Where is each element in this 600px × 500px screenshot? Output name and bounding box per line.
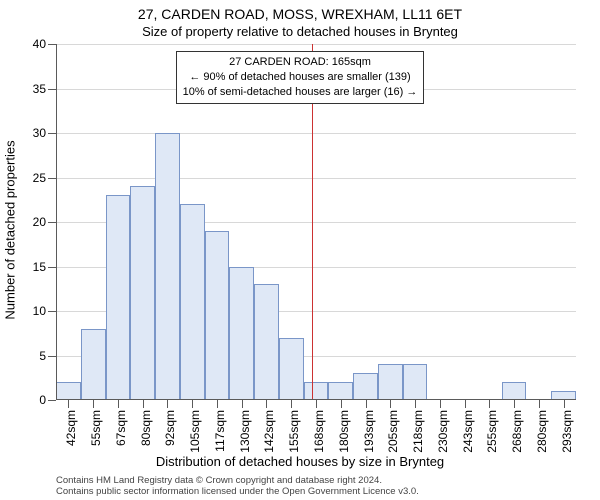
x-tick-label: 155sqm <box>287 410 301 453</box>
bar <box>353 373 378 400</box>
bar <box>403 364 428 400</box>
x-tick <box>192 400 193 408</box>
bar <box>205 231 230 400</box>
x-tick-label: 55sqm <box>89 410 103 446</box>
y-tick <box>48 133 56 134</box>
chart-title-sub: Size of property relative to detached ho… <box>0 24 600 39</box>
x-tick <box>217 400 218 408</box>
annotation-box: 27 CARDEN ROAD: 165sqm ← 90% of detached… <box>176 51 425 104</box>
y-tick <box>48 311 56 312</box>
x-tick <box>68 400 69 408</box>
x-tick <box>341 400 342 408</box>
x-tick <box>465 400 466 408</box>
y-tick-label: 25 <box>0 171 46 185</box>
bar <box>229 267 254 401</box>
footer-copyright: Contains HM Land Registry data © Crown c… <box>56 476 419 498</box>
x-tick-label: 180sqm <box>337 410 351 453</box>
x-tick <box>390 400 391 408</box>
y-tick-label: 35 <box>0 82 46 96</box>
x-tick <box>93 400 94 408</box>
bar <box>328 382 353 400</box>
x-tick <box>514 400 515 408</box>
x-tick <box>266 400 267 408</box>
bar <box>378 364 403 400</box>
x-tick-label: 117sqm <box>213 410 227 452</box>
y-axis-label: Number of detached properties <box>3 140 18 319</box>
x-tick-label: 67sqm <box>114 410 128 446</box>
x-tick-label: 168sqm <box>312 410 326 453</box>
x-tick <box>316 400 317 408</box>
x-tick <box>539 400 540 408</box>
x-tick-label: 105sqm <box>188 410 202 453</box>
bar <box>304 382 329 400</box>
x-tick-label: 142sqm <box>262 410 276 453</box>
bar <box>180 204 205 400</box>
x-tick-label: 193sqm <box>362 410 376 453</box>
bar <box>56 382 81 400</box>
bar <box>106 195 131 400</box>
y-tick <box>48 267 56 268</box>
y-tick-label: 0 <box>0 393 46 407</box>
x-tick-label: 42sqm <box>64 410 78 446</box>
x-tick-label: 130sqm <box>238 410 252 453</box>
x-axis-label: Distribution of detached houses by size … <box>0 454 600 469</box>
y-tick-label: 30 <box>0 126 46 140</box>
x-tick <box>366 400 367 408</box>
y-tick-label: 40 <box>0 37 46 51</box>
bar <box>130 186 155 400</box>
bar <box>502 382 527 400</box>
bar <box>279 338 304 400</box>
chart-container: 27, CARDEN ROAD, MOSS, WREXHAM, LL11 6ET… <box>0 0 600 500</box>
y-tick <box>48 222 56 223</box>
y-tick-label: 5 <box>0 349 46 363</box>
x-tick <box>415 400 416 408</box>
x-tick <box>440 400 441 408</box>
x-tick <box>118 400 119 408</box>
x-tick <box>167 400 168 408</box>
bar <box>81 329 106 400</box>
footer-line3: Contains public sector information licen… <box>56 487 419 498</box>
x-tick <box>291 400 292 408</box>
x-tick-label: 255sqm <box>485 410 499 453</box>
y-axis-line <box>56 44 57 400</box>
x-tick-label: 293sqm <box>560 410 574 453</box>
x-tick-label: 218sqm <box>411 410 425 453</box>
x-tick-label: 280sqm <box>535 410 549 453</box>
y-tick <box>48 400 56 401</box>
x-tick-label: 230sqm <box>436 410 450 453</box>
x-tick-label: 268sqm <box>510 410 524 453</box>
y-tick-label: 20 <box>0 215 46 229</box>
y-tick-label: 10 <box>0 304 46 318</box>
x-tick-label: 205sqm <box>386 410 400 453</box>
x-tick-label: 80sqm <box>139 410 153 446</box>
x-tick <box>143 400 144 408</box>
x-tick-label: 243sqm <box>461 410 475 453</box>
bar <box>155 133 180 400</box>
y-tick <box>48 89 56 90</box>
x-tick <box>242 400 243 408</box>
plot-area: 42sqm55sqm67sqm80sqm92sqm105sqm117sqm130… <box>56 44 576 400</box>
y-tick <box>48 178 56 179</box>
x-tick-label: 92sqm <box>163 410 177 446</box>
y-tick <box>48 44 56 45</box>
annotation-line1: 27 CARDEN ROAD: 165sqm <box>183 55 418 70</box>
annotation-line2: ← 90% of detached houses are smaller (13… <box>183 70 418 85</box>
annotation-line3: 10% of semi-detached houses are larger (… <box>183 85 418 100</box>
x-tick <box>564 400 565 408</box>
chart-title-main: 27, CARDEN ROAD, MOSS, WREXHAM, LL11 6ET <box>0 6 600 22</box>
y-tick <box>48 356 56 357</box>
y-tick-label: 15 <box>0 260 46 274</box>
bar <box>254 284 279 400</box>
x-tick <box>489 400 490 408</box>
